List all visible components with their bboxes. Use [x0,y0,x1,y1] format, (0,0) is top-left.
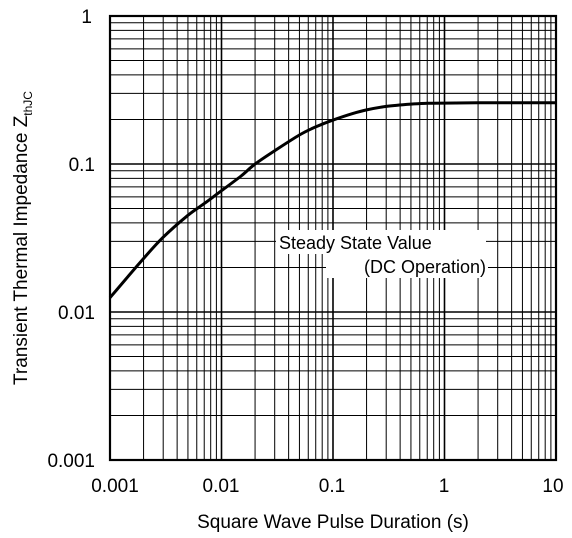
x-tick-label: 0.01 [203,476,240,497]
y-tick-label: 1 [81,7,92,28]
annotation-line2: (DC Operation) [364,257,486,277]
y-tick-label: 0.1 [69,155,95,176]
annotation: Steady State Value (DC Operation) [276,230,488,278]
x-tick-label: 10 [542,476,563,497]
x-axis-title: Square Wave Pulse Duration (s) [197,512,469,533]
y-axis-title: Transient Thermal Impedance ZthJC [11,91,35,385]
y-tick-labels: 1 0.1 0.01 0.001 [47,7,95,472]
x-tick-labels: 0.001 0.01 0.1 1 10 [91,476,563,497]
plot-frame [108,14,558,462]
series-line-0 [108,101,556,299]
annotation-bg-line1 [276,230,486,254]
x-tick-label: 0.1 [319,476,345,497]
series-layer [108,101,556,299]
x-tick-label: 0.001 [91,476,139,497]
annotation-line1: Steady State Value [279,233,432,253]
y-tick-label: 0.001 [47,451,95,472]
y-tick-label: 0.01 [58,303,95,324]
x-tick-label: 1 [439,476,450,497]
annotation-bg-line2 [326,254,488,278]
